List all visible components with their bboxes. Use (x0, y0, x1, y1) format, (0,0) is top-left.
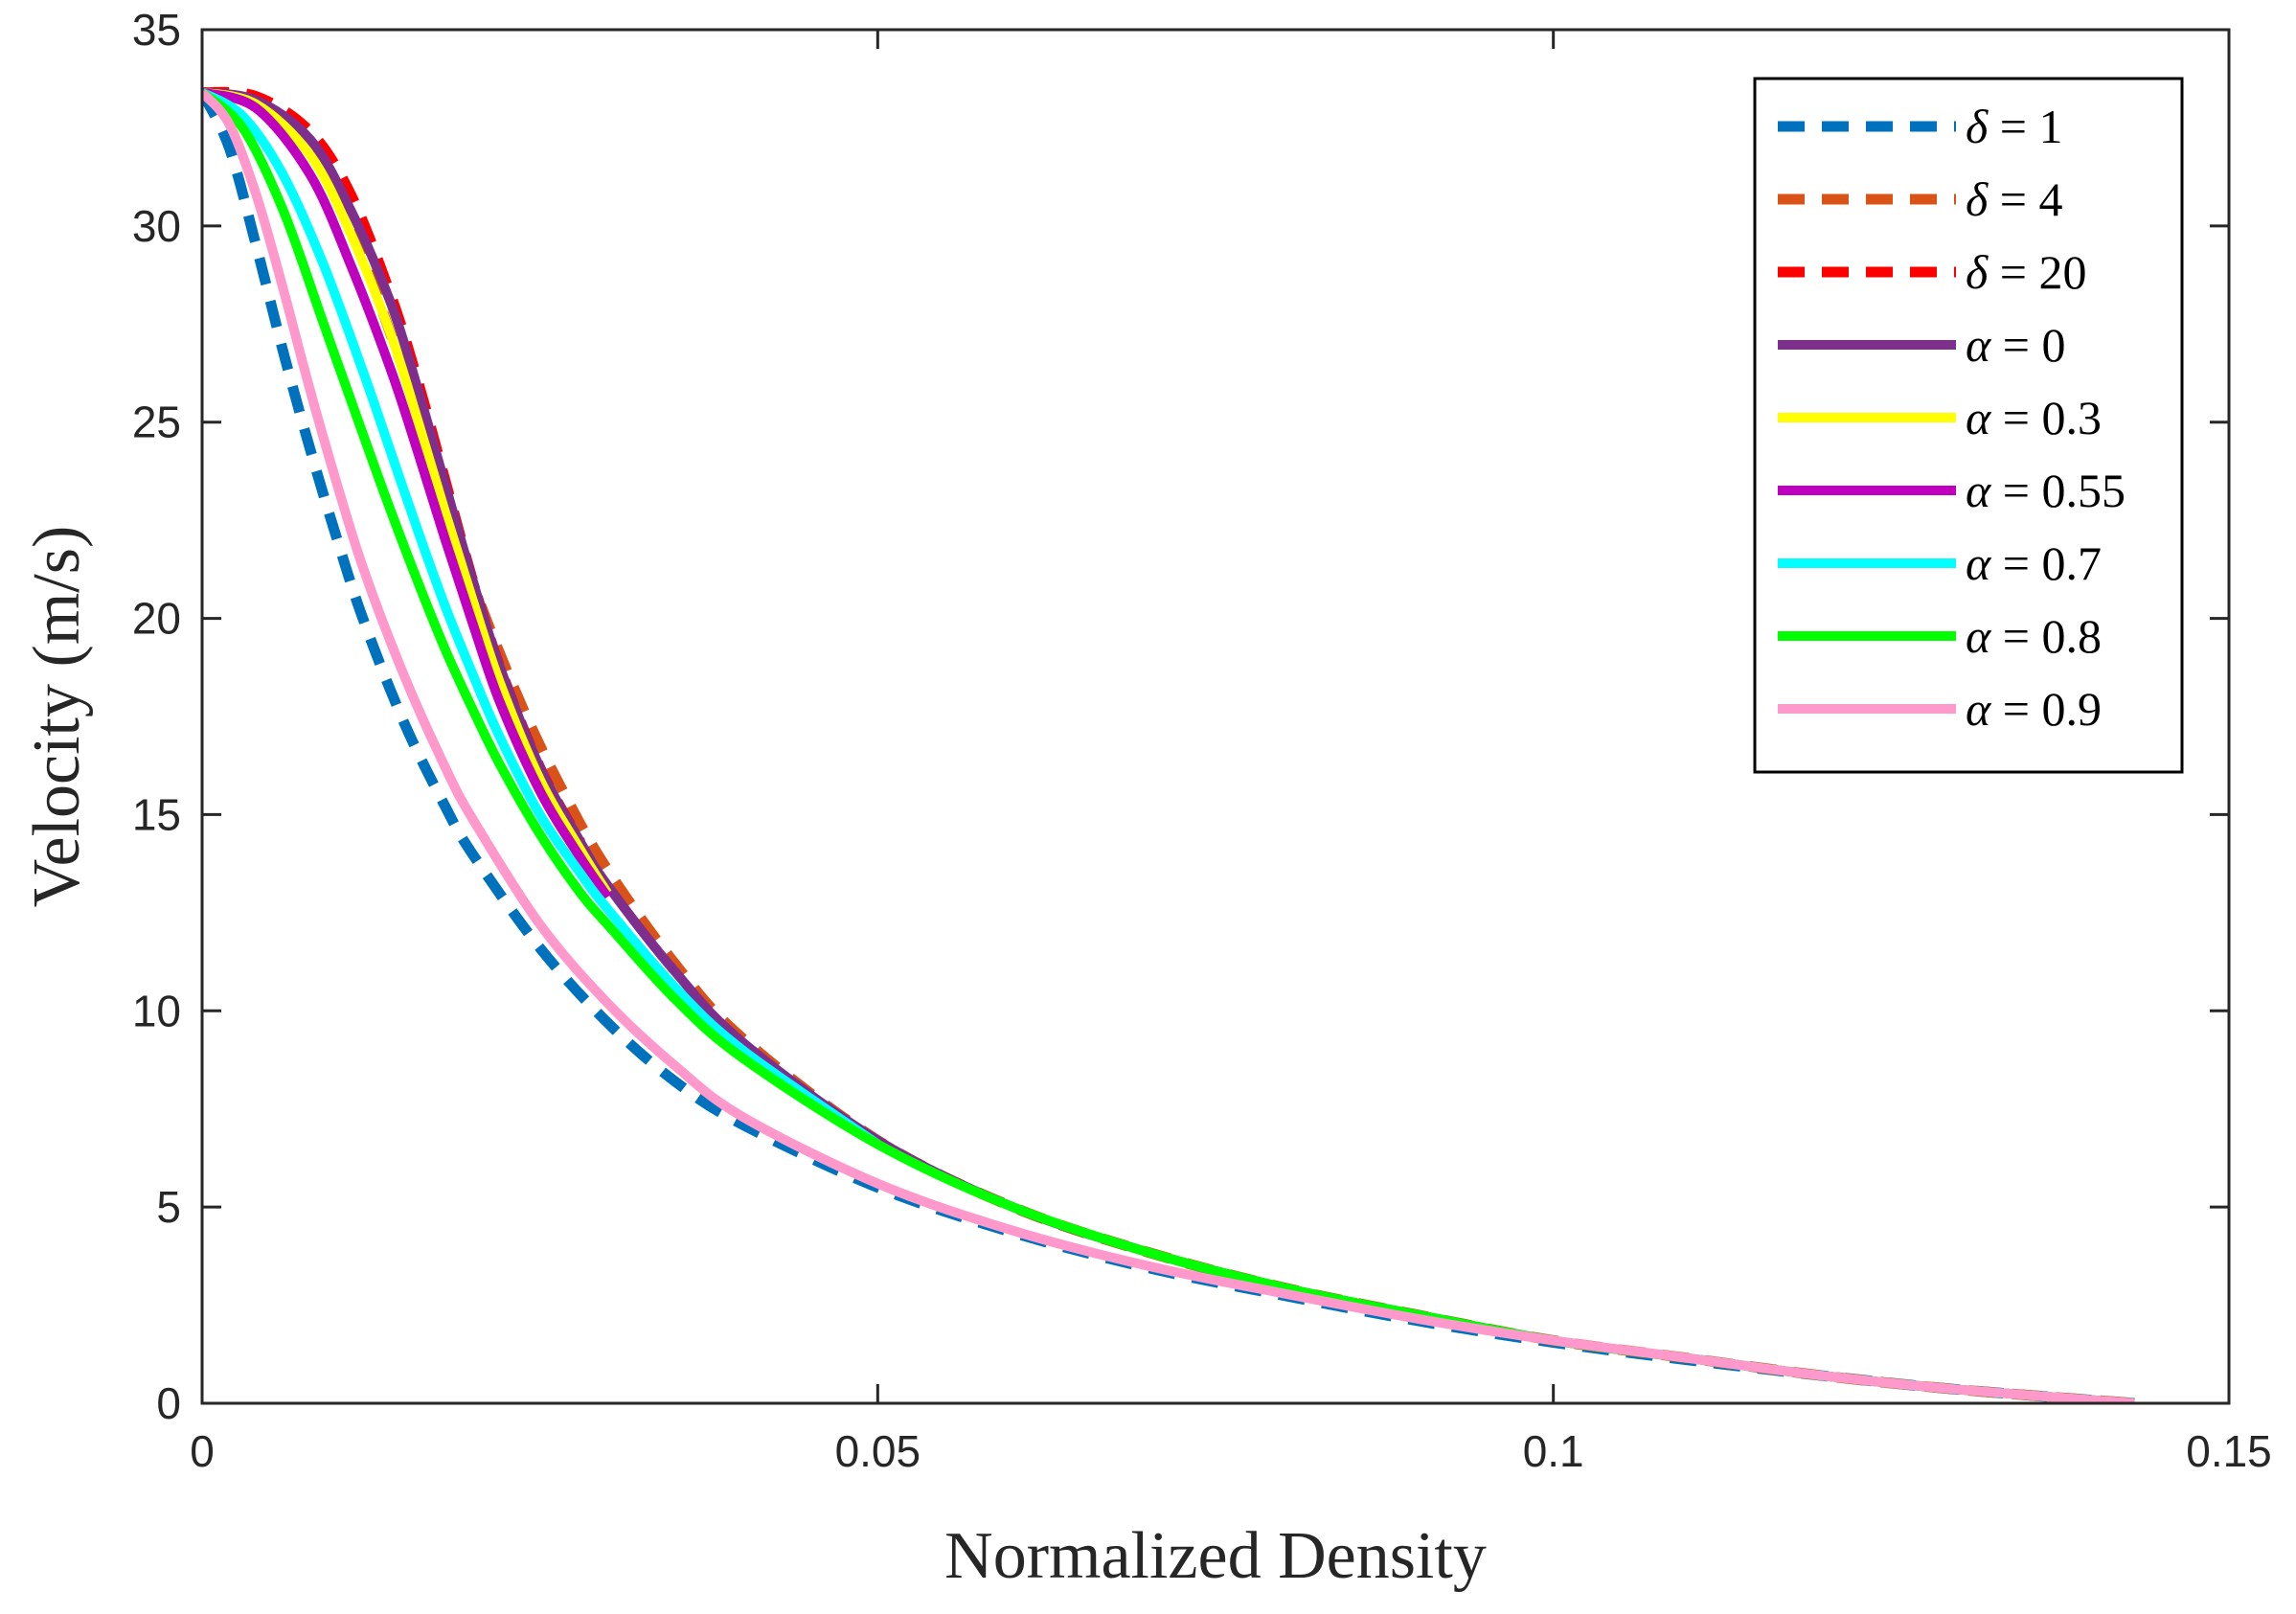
series-line-7 (202, 88, 881, 1148)
y-tick-label: 25 (132, 398, 181, 447)
y-tick-label: 5 (156, 1182, 181, 1232)
series-line-6 (202, 87, 612, 900)
legend-value: = 1 (1988, 100, 2062, 153)
legend-label-1: δ = 1 (1966, 100, 2062, 153)
y-tick-label: 10 (132, 986, 181, 1035)
x-tick-label: 0.15 (2186, 1426, 2272, 1476)
legend-value: = 0.9 (1990, 682, 2102, 736)
legend-label-7: α = 0.7 (1966, 536, 2102, 590)
y-axis-title: Velocity (m/s) (20, 526, 94, 908)
y-tick-label: 0 (156, 1378, 181, 1428)
x-tick-label: 0 (190, 1426, 215, 1476)
legend-label-2: δ = 4 (1966, 172, 2062, 226)
y-tick-label: 30 (132, 201, 181, 251)
x-axis-title: Normalized Density (944, 1519, 1487, 1593)
legend-label-3: δ = 20 (1966, 245, 2086, 299)
series-line-5 (202, 87, 612, 897)
series-line-1 (202, 90, 2135, 1403)
legend-label-6: α = 0.55 (1966, 464, 2126, 517)
legend-symbol: α (1966, 391, 1992, 444)
legend-value: = 0.7 (1990, 536, 2102, 590)
x-tick-label: 0.1 (1523, 1426, 1584, 1476)
plot-area-box (200, 28, 2231, 1405)
series-line-9 (202, 89, 2135, 1403)
x-tick-label: 0.05 (835, 1426, 921, 1476)
legend: δ = 1δ = 4δ = 20α = 0α = 0.3α = 0.55α = … (1753, 77, 2184, 774)
legend-value: = 20 (1988, 245, 2086, 299)
legend-symbol: α (1966, 318, 1992, 372)
legend-symbol: α (1966, 536, 1992, 590)
legend-label-5: α = 0.3 (1966, 391, 2102, 444)
legend-value: = 4 (1988, 172, 2062, 226)
legend-value: = 0.3 (1990, 391, 2102, 444)
legend-symbol: δ (1966, 245, 1989, 299)
legend-label-4: α = 0 (1966, 318, 2065, 372)
legend-symbol: α (1966, 609, 1992, 663)
legend-value: = 0.8 (1990, 609, 2102, 663)
y-tick-label: 20 (132, 594, 181, 644)
legend-symbol: α (1966, 682, 1992, 736)
legend-symbol: δ (1966, 100, 1989, 153)
legend-label-9: α = 0.9 (1966, 682, 2102, 736)
legend-label-8: α = 0.8 (1966, 609, 2102, 663)
y-tick-label: 15 (132, 789, 181, 839)
y-tick-label: 35 (132, 5, 181, 55)
legend-symbol: δ (1966, 172, 1989, 226)
legend-value: = 0 (1990, 318, 2065, 372)
legend-value: = 0.55 (1990, 464, 2126, 517)
legend-symbol: α (1966, 464, 1992, 517)
